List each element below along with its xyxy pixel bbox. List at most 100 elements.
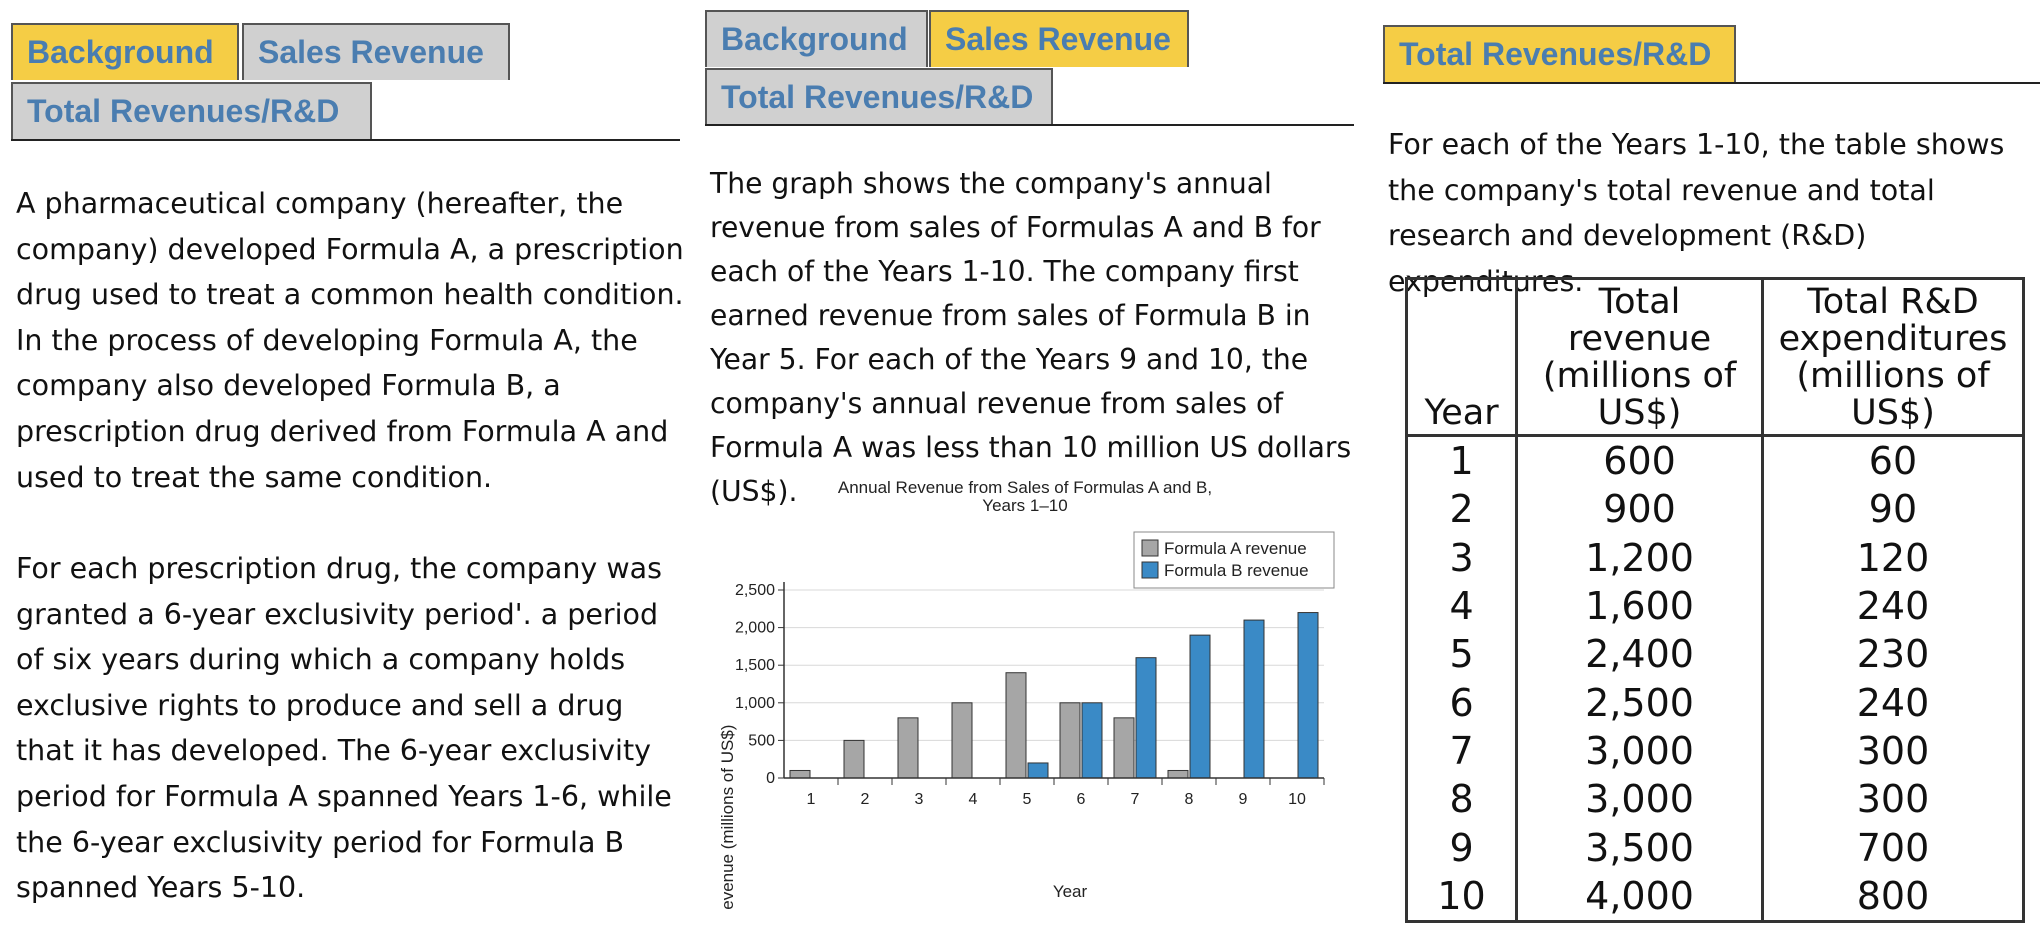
chart-y-tick-label: 500 xyxy=(748,732,775,749)
table-cell-total-revenue: 3,000 xyxy=(1515,726,1764,776)
tab-divider xyxy=(1383,82,2040,84)
table-cell-year: 3 xyxy=(1404,533,1519,582)
revenue-rd-table: Year Total revenue (millions of US$) Tot… xyxy=(1404,277,2026,923)
bar-formula-a-year-6 xyxy=(1059,702,1081,779)
table-cell-year: 1 xyxy=(1404,435,1519,486)
chart-y-tick-label: 1,500 xyxy=(735,657,775,674)
table-header-year: Year xyxy=(1404,277,1519,437)
chart-x-tick-label: 6 xyxy=(1077,791,1086,808)
table-row: 9 3,500 700 xyxy=(1404,823,2026,872)
tab-divider xyxy=(705,124,1354,126)
table-cell-year: 8 xyxy=(1404,775,1519,824)
background-paragraph-1: A pharmaceutical company (hereafter, the… xyxy=(16,187,684,494)
background-paragraph-2: For each prescription drug, the company … xyxy=(16,552,672,905)
legend-label-formula-a: Formula A revenue xyxy=(1164,539,1307,558)
chart-y-tick-label: 2,500 xyxy=(735,582,775,599)
revenue-bar-chart: Annual Revenue from Sales of Formulas A … xyxy=(718,478,1335,910)
table-cell-total-revenue: 1,200 xyxy=(1515,533,1764,582)
bar-formula-b-year-7 xyxy=(1135,657,1157,779)
table-cell-total-revenue: 1,600 xyxy=(1515,581,1764,631)
bar-formula-a-year-3 xyxy=(897,717,919,779)
bar-formula-b-year-10 xyxy=(1297,612,1319,779)
bar-formula-a-year-1 xyxy=(789,769,811,779)
chart-x-tick-label: 3 xyxy=(915,791,924,808)
bar-formula-b-year-5 xyxy=(1027,762,1049,779)
tab-background[interactable]: Background xyxy=(11,23,239,80)
chart-legend: Formula A revenue Formula B revenue xyxy=(1133,531,1335,589)
chart-y-tick-label: 0 xyxy=(766,770,775,787)
table-cell-total-revenue: 900 xyxy=(1515,485,1764,534)
table-row: 6 2,500 240 xyxy=(1404,678,2026,727)
bar-formula-b-year-8 xyxy=(1189,634,1211,779)
table-cell-rd-expenditures: 120 xyxy=(1760,533,2026,582)
bar-formula-a-year-5 xyxy=(1005,672,1027,779)
tab-total-revenues-rd[interactable]: Total Revenues/R&D xyxy=(705,68,1053,125)
table-row: 8 3,000 300 xyxy=(1404,775,2026,824)
bar-formula-b-year-6 xyxy=(1081,702,1103,779)
bar-formula-a-year-8 xyxy=(1167,769,1189,779)
chart-y-tick-label: 2,000 xyxy=(735,620,775,637)
table-cell-total-revenue: 2,400 xyxy=(1515,630,1764,679)
chart-x-tick-label: 8 xyxy=(1185,791,1194,808)
table-cell-rd-expenditures: 300 xyxy=(1760,726,2026,776)
chart-y-axis-label: revenue (millions of US$) xyxy=(718,725,737,910)
table-cell-rd-expenditures: 240 xyxy=(1760,581,2026,631)
sales-paragraph: The graph shows the company's annual rev… xyxy=(710,167,1352,508)
table-cell-total-revenue: 2,500 xyxy=(1515,678,1764,727)
table-cell-rd-expenditures: 800 xyxy=(1760,871,2026,922)
table-cell-year: 4 xyxy=(1404,581,1519,631)
chart-x-tick-label: 5 xyxy=(1023,791,1032,808)
table-row: 1 600 60 xyxy=(1404,435,2026,486)
chart-x-tick-label: 10 xyxy=(1288,791,1306,808)
table-cell-rd-expenditures: 60 xyxy=(1760,435,2026,486)
table-cell-year: 10 xyxy=(1404,871,1519,922)
bar-formula-a-year-2 xyxy=(843,739,865,779)
table-cell-rd-expenditures: 300 xyxy=(1760,775,2026,824)
tab-sales-revenue[interactable]: Sales Revenue xyxy=(242,23,510,80)
chart-x-tick-label: 9 xyxy=(1239,791,1248,808)
table-cell-rd-expenditures: 240 xyxy=(1760,678,2026,727)
table-header-total-revenue: Total revenue (millions of US$) xyxy=(1515,277,1764,437)
tab-total-revenues-rd[interactable]: Total Revenues/R&D xyxy=(1383,25,1736,82)
table-cell-total-revenue: 3,500 xyxy=(1515,823,1764,872)
table-cell-rd-expenditures: 230 xyxy=(1760,630,2026,679)
chart-title-line-2: Years 1–10 xyxy=(982,496,1067,515)
table-row: 10 4,000 800 xyxy=(1404,871,2026,922)
table-cell-rd-expenditures: 700 xyxy=(1760,823,2026,872)
table-row: 3 1,200 120 xyxy=(1404,533,2026,582)
table-row: 4 1,600 240 xyxy=(1404,581,2026,631)
table-cell-total-revenue: 600 xyxy=(1515,435,1764,486)
legend-label-formula-b: Formula B revenue xyxy=(1164,561,1309,580)
chart-x-tick-label: 1 xyxy=(807,791,816,808)
bar-formula-b-year-9 xyxy=(1243,619,1265,779)
table-cell-year: 7 xyxy=(1404,726,1519,776)
table-cell-rd-expenditures: 90 xyxy=(1760,485,2026,534)
table-cell-year: 2 xyxy=(1404,485,1519,534)
tab-sales-revenue[interactable]: Sales Revenue xyxy=(929,10,1189,67)
table-row: 5 2,400 230 xyxy=(1404,630,2026,679)
chart-title-line-1: Annual Revenue from Sales of Formulas A … xyxy=(838,478,1212,497)
table-row: 7 3,000 300 xyxy=(1404,726,2026,776)
bar-formula-a-year-4 xyxy=(951,702,973,779)
panel-background: Background Sales Revenue Total Revenues/… xyxy=(0,0,690,940)
legend-swatch-formula-a xyxy=(1141,539,1159,557)
chart-y-tick-label: 1,000 xyxy=(735,695,775,712)
panel-total-revenues-rd: Total Revenues/R&D For each of the Years… xyxy=(1380,0,2040,940)
table-cell-year: 6 xyxy=(1404,678,1519,727)
panel-sales-revenue: Background Sales Revenue Total Revenues/… xyxy=(700,0,1360,940)
tab-divider xyxy=(11,139,680,141)
tab-background[interactable]: Background xyxy=(705,10,928,67)
table-header-row: Year Total revenue (millions of US$) Tot… xyxy=(1404,277,2026,437)
table-cell-year: 9 xyxy=(1404,823,1519,872)
table-row: 2 900 90 xyxy=(1404,485,2026,534)
chart-x-tick-label: 2 xyxy=(861,791,870,808)
chart-x-tick-label: 4 xyxy=(969,791,978,808)
chart-x-axis-label: Year xyxy=(1053,882,1088,901)
tab-total-revenues-rd[interactable]: Total Revenues/R&D xyxy=(11,82,372,139)
chart-x-tick-label: 7 xyxy=(1131,791,1140,808)
bar-formula-a-year-7 xyxy=(1113,717,1135,779)
table-cell-total-revenue: 4,000 xyxy=(1515,871,1764,922)
table-header-rd-expenditures: Total R&D expenditures (millions of US$) xyxy=(1760,277,2026,437)
table-cell-total-revenue: 3,000 xyxy=(1515,775,1764,824)
legend-swatch-formula-b xyxy=(1141,561,1159,579)
